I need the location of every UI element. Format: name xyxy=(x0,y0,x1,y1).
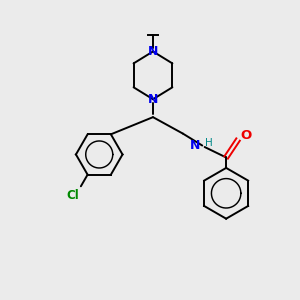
Text: O: O xyxy=(241,130,252,142)
Text: Cl: Cl xyxy=(67,189,80,202)
Text: N: N xyxy=(190,139,200,152)
Text: N: N xyxy=(148,45,158,58)
Text: N: N xyxy=(148,93,158,106)
Text: H: H xyxy=(205,138,212,148)
